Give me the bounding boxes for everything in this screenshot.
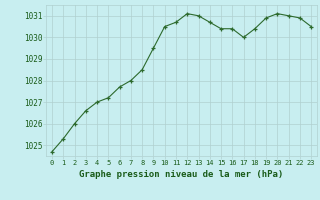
X-axis label: Graphe pression niveau de la mer (hPa): Graphe pression niveau de la mer (hPa) [79, 170, 284, 179]
